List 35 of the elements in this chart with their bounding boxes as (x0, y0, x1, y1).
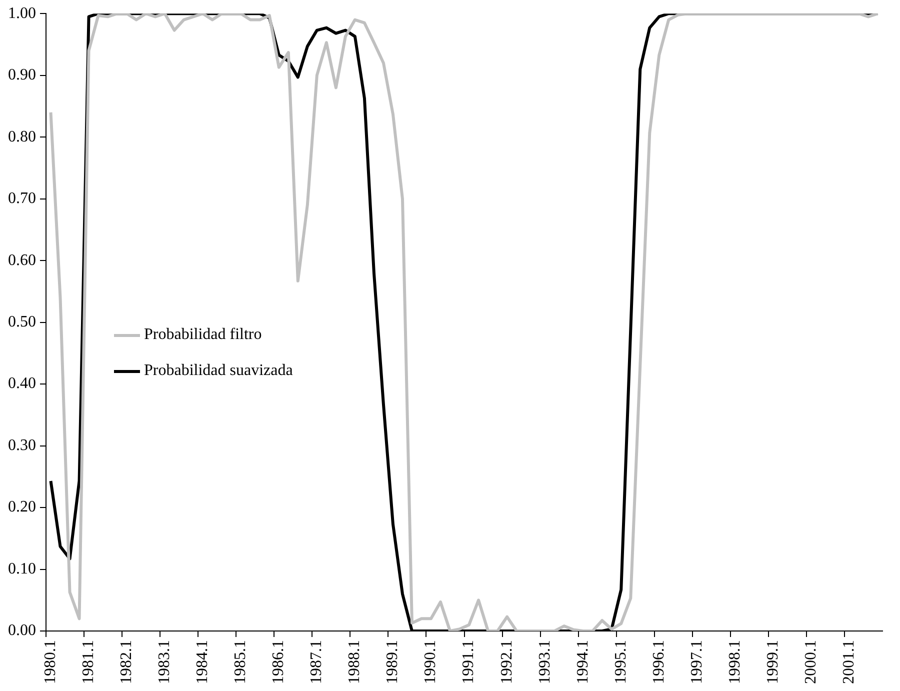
x-tick-label: 1983.1 (156, 640, 174, 684)
x-tick-label: 1998.1 (726, 640, 744, 684)
x-tick-label: 1984.1 (194, 640, 212, 684)
legend-label: Probabilidad suavizada (144, 362, 293, 380)
x-tick-label: 1981.1 (80, 640, 97, 684)
x-tick-label: 1994.1 (574, 640, 592, 684)
legend-label: Probabilidad filtro (144, 326, 262, 344)
y-tick-label: 0.70 (8, 190, 36, 208)
x-tick-label: 1996.1 (650, 640, 668, 684)
y-tick-label: 1.00 (8, 4, 36, 22)
x-tick-label: 1982.1 (118, 640, 136, 684)
x-tick-label: 1992.1 (498, 640, 516, 684)
y-tick-label: 0.50 (8, 314, 36, 331)
x-tick-label: 1985.1 (232, 640, 250, 684)
x-tick-label: 1990.1 (422, 640, 440, 684)
x-tick-label: 1995.1 (612, 640, 630, 684)
x-tick-label: 1987.1 (308, 640, 326, 684)
y-tick-label: 0.40 (8, 375, 36, 392)
x-tick-label: 1997.1 (688, 640, 706, 684)
y-tick-label: 0.00 (8, 622, 36, 640)
y-tick-label: 0.60 (8, 252, 36, 269)
x-tick-label: 2001.1 (840, 640, 858, 684)
x-tick-label: 1993.1 (536, 640, 554, 684)
x-tick-label: 1986.1 (270, 640, 288, 684)
y-tick-label: 0.30 (8, 436, 36, 454)
y-tick-label: 0.80 (8, 128, 36, 146)
y-tick-label: 0.20 (8, 498, 36, 516)
y-tick-label: 0.10 (8, 560, 36, 578)
x-tick-label: 2000.1 (802, 640, 820, 684)
x-tick-label: 1989.1 (384, 640, 402, 684)
x-tick-label: 1980.1 (42, 640, 59, 684)
x-tick-label: 1991.1 (460, 640, 478, 684)
x-tick-label: 1999.1 (764, 640, 782, 684)
x-tick-label: 1988.1 (346, 640, 364, 684)
y-tick-label: 0.90 (8, 66, 36, 84)
